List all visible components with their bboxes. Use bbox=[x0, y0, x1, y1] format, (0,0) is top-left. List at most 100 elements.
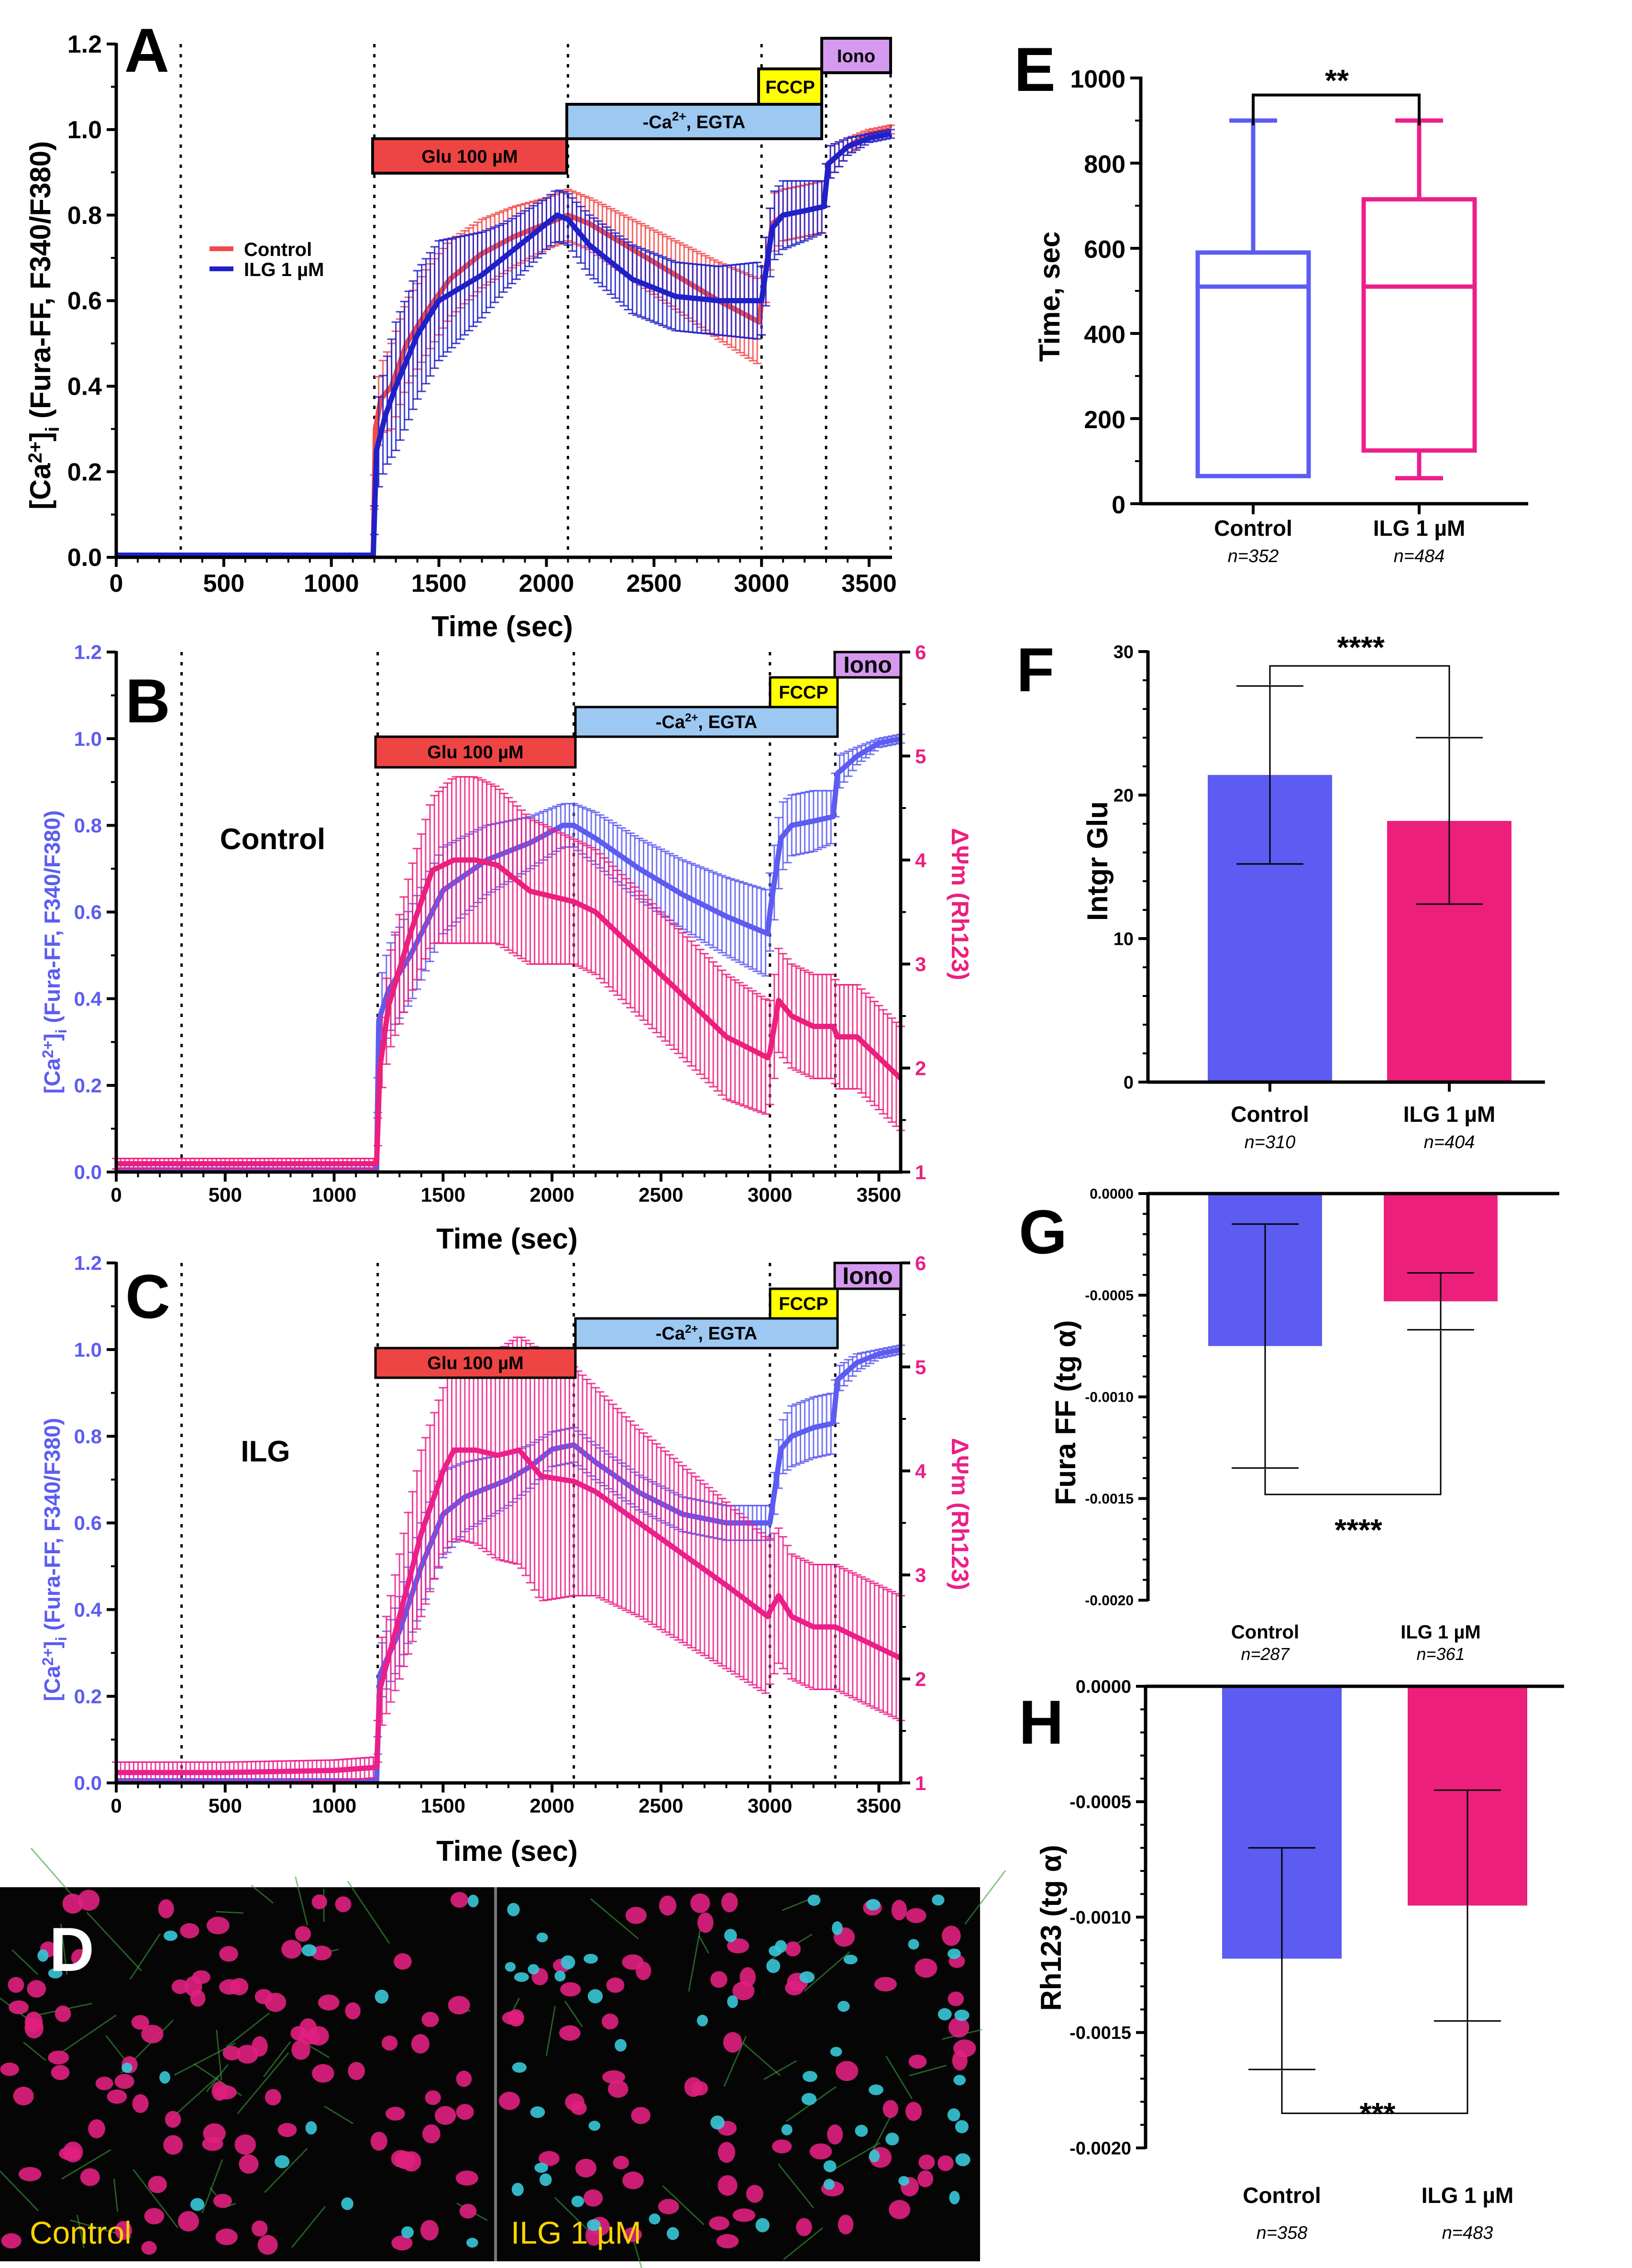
y2-tick-label: 5 bbox=[915, 1356, 926, 1378]
cell-cyan bbox=[947, 2108, 960, 2122]
x-tick-label: 3000 bbox=[748, 1184, 792, 1206]
neurite bbox=[0, 2170, 39, 2211]
cell-nucleus bbox=[411, 2034, 430, 2054]
glu-bar bbox=[374, 1347, 577, 1379]
cell-nucleus bbox=[908, 2054, 927, 2069]
panel-b-axes: 0.0 0.2 0.4 0.6 0.8 1.0 1.2 0 500 1000 1500 2000 250… bbox=[74, 641, 926, 1206]
neurite bbox=[129, 1933, 161, 1980]
cell-nucleus bbox=[345, 2002, 361, 2020]
y2-tick-label: 1 bbox=[915, 1772, 926, 1794]
panel-f: F 0 10 20 30 Intgr Glu Control ILG 1 µM n=3… bbox=[1016, 630, 1545, 1152]
cell-cyan bbox=[855, 2124, 868, 2137]
neurite bbox=[909, 2065, 947, 2077]
y-tick-label: 1000 bbox=[1070, 66, 1125, 93]
panel-a: A 0.0 0.2 0.4 0.6 0.8 1.0 1.2 0 500 1000 1500 2000 2… bbox=[24, 15, 897, 642]
cell-nucleus bbox=[77, 1890, 100, 1911]
neurite bbox=[783, 2227, 824, 2260]
cell-nucleus bbox=[456, 2070, 472, 2087]
significance-bracket bbox=[1281, 2022, 1468, 2114]
y-tick-label: 0.0000 bbox=[1090, 1186, 1134, 1202]
cell-nucleus bbox=[717, 2142, 736, 2163]
neurite bbox=[688, 1929, 701, 1992]
cell-cyan bbox=[536, 1932, 548, 1943]
cell-nucleus bbox=[606, 1977, 625, 1993]
cell-cyan bbox=[696, 2014, 708, 2026]
cell-nucleus bbox=[583, 2189, 603, 2207]
significance-bracket bbox=[1252, 93, 1421, 125]
cell-nucleus bbox=[381, 2036, 398, 2051]
cell-nucleus bbox=[498, 2091, 520, 2110]
series-line-m bbox=[116, 1447, 902, 1775]
neurite bbox=[698, 1935, 710, 1954]
micrograph-ilg-caption: ILG 1 µM bbox=[511, 2215, 641, 2250]
cell-cyan bbox=[710, 2115, 725, 2130]
cell-nucleus bbox=[917, 2170, 934, 2188]
fccp-bar bbox=[769, 676, 839, 708]
neurite bbox=[237, 2052, 289, 2114]
panel-h-n-ilg: n=483 bbox=[1442, 2223, 1493, 2243]
cell-cyan bbox=[512, 2062, 527, 2073]
cell-cyan bbox=[511, 2182, 524, 2196]
cell-nucleus bbox=[941, 1925, 961, 1946]
cell-cyan bbox=[505, 1962, 516, 1972]
x-tick-label: 3500 bbox=[857, 1794, 901, 1817]
y-tick-label: -0.0010 bbox=[1085, 1390, 1134, 1405]
cell-nucleus bbox=[559, 2025, 581, 2041]
cell-cyan bbox=[275, 2155, 290, 2168]
panel-c-letter: C bbox=[125, 1261, 170, 1331]
panel-e-cat-control: Control bbox=[1214, 516, 1292, 541]
panel-c-condition-label: ILG bbox=[241, 1435, 290, 1468]
series-m-errorbars bbox=[112, 1336, 905, 1784]
cell-cyan bbox=[587, 1989, 603, 2003]
cell-cyan bbox=[755, 2218, 770, 2233]
significance-bracket bbox=[1269, 665, 1450, 737]
cell-nucleus bbox=[697, 1912, 714, 1933]
cell-nucleus bbox=[716, 2234, 739, 2248]
cell-cyan bbox=[301, 1944, 317, 1957]
neurite bbox=[763, 2060, 797, 2080]
series-control-errorbars bbox=[370, 124, 895, 510]
panel-a-xlabel: Time (sec) bbox=[431, 610, 573, 642]
neurite bbox=[295, 1876, 309, 1926]
neurite bbox=[226, 2012, 270, 2047]
panel-e-n-control: n=352 bbox=[1228, 546, 1279, 566]
y2-tick-label: 4 bbox=[915, 1460, 926, 1482]
x-tick-label: 2000 bbox=[519, 570, 574, 597]
panel-g-plot: 0.0000 -0.0005 -0.0010 -0.0015 -0.0020 bbox=[1085, 1186, 1559, 1609]
neurite bbox=[347, 1881, 390, 1944]
cell-nucleus bbox=[937, 2155, 954, 2171]
cell-cyan bbox=[932, 1894, 945, 1906]
y2-tick-label: 6 bbox=[915, 1252, 926, 1274]
cell-nucleus bbox=[575, 2158, 596, 2178]
egta-bar-label: -Ca2+, EGTA bbox=[656, 711, 757, 732]
micrograph-cells bbox=[0, 1848, 1006, 2268]
glu-bar-label: Glu 100 µM bbox=[421, 147, 518, 167]
fccp-bar-label: FCCP bbox=[779, 683, 828, 703]
cell-nucleus bbox=[63, 2141, 83, 2163]
y-tick-label: 0.4 bbox=[67, 373, 102, 401]
neurite bbox=[324, 2105, 354, 2124]
x-tick-label: 1000 bbox=[312, 1184, 356, 1206]
cell-nucleus bbox=[257, 2235, 278, 2255]
cell-nucleus bbox=[391, 2235, 413, 2251]
cell-nucleus bbox=[891, 1900, 907, 1921]
cell-nucleus bbox=[721, 1892, 738, 1913]
cell-nucleus bbox=[882, 2100, 898, 2118]
cell-cyan bbox=[466, 2237, 478, 2248]
cell-cyan bbox=[955, 2153, 970, 2167]
cell-cyan bbox=[375, 1990, 389, 2004]
cell-nucleus bbox=[905, 2102, 922, 2121]
cell-nucleus bbox=[348, 2062, 365, 2080]
cell-nucleus bbox=[335, 1896, 352, 1913]
cell-nucleus bbox=[507, 2009, 525, 2027]
y2-tick-label: 4 bbox=[915, 849, 926, 872]
series-line-ca2i bbox=[116, 736, 902, 1173]
panel-c-series bbox=[112, 1336, 905, 1784]
cell-cyan bbox=[953, 2075, 966, 2086]
neurite bbox=[113, 2179, 119, 2212]
cell-nucleus bbox=[234, 2134, 256, 2155]
cell-cyan bbox=[561, 1955, 575, 1969]
cell-cyan bbox=[649, 2213, 661, 2224]
cell-nucleus bbox=[211, 2081, 227, 2101]
x-tick-label: 3500 bbox=[857, 1184, 901, 1206]
